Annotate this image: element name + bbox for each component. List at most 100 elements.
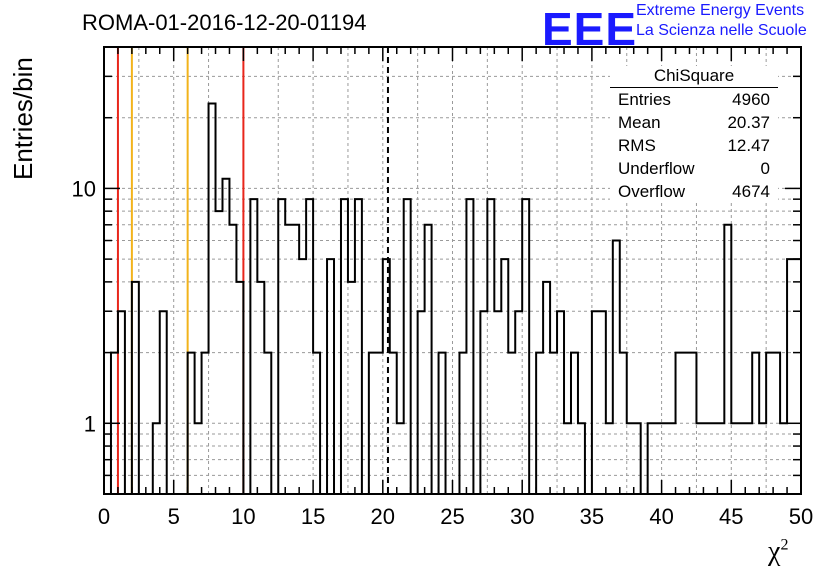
histogram-bin [543,282,550,494]
histogram-bin [669,423,676,494]
histogram-bin [222,179,229,494]
histogram-bin [627,423,634,494]
histogram-bin [292,225,299,494]
histogram-bin [341,199,348,494]
histogram-bin [132,282,139,494]
histogram-bin [745,423,752,494]
histogram-bin [188,353,195,494]
histogram-bin [202,353,209,494]
histogram-bin [257,282,264,494]
histogram-bin [376,353,383,494]
histogram-bin [689,353,696,494]
histogram-bin [752,353,759,494]
stats-label: Underflow [618,159,695,178]
histogram-bin [487,199,494,494]
stats-row: Overflow 4674 [610,180,778,203]
histogram-bin [494,311,501,494]
histogram-bin [348,282,355,494]
histogram-bin [327,259,334,494]
x-axis-label-main: χ [768,536,781,567]
histogram-bin [766,353,773,494]
histogram-bin [209,103,216,494]
histogram-bin [355,199,362,494]
histogram-bin [418,311,425,494]
x-tick-label: 5 [168,504,180,529]
stats-value: 12.47 [727,136,770,155]
histogram-bin [250,199,257,494]
histogram-bin [397,423,404,494]
histogram-bin [285,225,292,494]
stats-rows: Entries 4960 Mean 20.37 RMS 12.47 Underflow 0 Ov… [610,88,778,203]
stats-row: RMS 12.47 [610,134,778,157]
chart-title: ROMA-01-2016-12-20-01194 [82,10,367,35]
histogram-bin [710,423,717,494]
histogram-bin [236,282,243,494]
histogram-bin [306,199,313,494]
y-tick-label: 1 [84,411,96,436]
stats-value: 20.37 [727,113,770,132]
histogram-bin [466,199,473,494]
histogram-bin [153,423,160,494]
stats-value: 4960 [732,90,770,109]
x-tick-label: 50 [789,504,813,529]
histogram-bin [787,259,794,494]
histogram-bin [425,225,432,494]
histogram-bin [515,311,522,494]
histogram-bin [278,199,285,494]
histogram-bin [696,423,703,494]
histogram-bin [508,353,515,494]
stats-value: 4674 [732,182,770,201]
stats-row: Mean 20.37 [610,111,778,134]
x-tick-label: 25 [440,504,464,529]
x-axis-label-sup: 2 [780,536,789,554]
histogram-bin [369,353,376,494]
histogram-bin [738,423,745,494]
x-tick-label: 15 [301,504,325,529]
histogram-bin [731,423,738,494]
x-axis-label: χ2 [768,536,788,568]
histogram-bin [648,423,655,494]
histogram-bin [480,311,487,494]
histogram-bin [634,423,641,494]
x-tick-label: 10 [231,504,255,529]
histogram-bin [592,311,599,494]
logo-subtitle-2: La Scienza nelle Scuole [636,22,807,39]
histogram-bin [264,353,271,494]
histogram-bin [599,311,606,494]
x-tick-label: 20 [371,504,395,529]
histogram-bin [383,259,390,494]
stats-label: Entries [618,90,671,109]
histogram-bin [724,225,731,494]
y-axis-label: Entries/bin [8,57,38,180]
histogram-bin [606,423,613,494]
histogram-bin [564,423,571,494]
stats-box: ChiSquare Entries 4960 Mean 20.37 RMS 12.47 Un… [610,66,778,203]
histogram-bin [683,353,690,494]
x-tick-label: 45 [719,504,743,529]
eee-logo: EEE [542,3,638,55]
histogram-bin [313,353,320,494]
histogram-bin [620,353,627,494]
histogram-bin [459,353,466,494]
histogram-bin [662,423,669,494]
histogram-bin [522,199,529,494]
histogram-bin [571,353,578,494]
histogram-bin [780,423,787,494]
stats-label: Mean [618,113,661,132]
stats-row: Underflow 0 [610,157,778,180]
histogram-bin [613,241,620,494]
histogram-bin [759,423,766,494]
histogram-bin [439,353,446,494]
x-tick-label: 30 [510,504,534,529]
histogram-bin [557,311,564,494]
histogram-bin [703,423,710,494]
histogram-bin [229,225,236,494]
histogram-bin [536,353,543,494]
histogram-bin [216,211,223,494]
logo-subtitle-1: Extreme Energy Events [636,2,805,19]
histogram-bin [794,259,801,494]
y-axis-label-wrap: Entries/bin [8,40,38,190]
histogram-bin [390,353,397,494]
histogram-bin [550,353,557,494]
